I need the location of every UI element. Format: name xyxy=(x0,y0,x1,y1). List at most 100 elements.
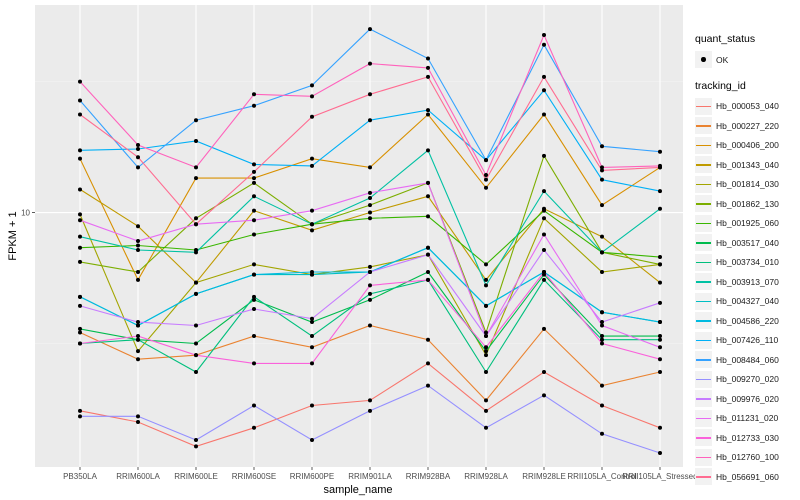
data-point xyxy=(194,118,198,123)
data-point xyxy=(310,361,314,366)
data-point xyxy=(136,146,140,151)
line-key-icon xyxy=(695,429,712,447)
line-key-icon xyxy=(695,234,712,252)
legend-label: Hb_000406_200 xyxy=(716,140,779,151)
data-point xyxy=(78,98,82,103)
data-point xyxy=(484,334,488,339)
data-point xyxy=(484,369,488,374)
data-point xyxy=(368,291,372,296)
data-point xyxy=(78,234,82,239)
legend-label: Hb_000053_040 xyxy=(716,101,779,112)
legend-label: Hb_056691_060 xyxy=(716,471,779,482)
data-point xyxy=(136,414,140,419)
legend-label: Hb_012733_030 xyxy=(716,432,779,443)
data-point xyxy=(194,323,198,328)
data-point xyxy=(252,403,256,408)
data-point xyxy=(600,203,604,208)
data-point xyxy=(368,398,372,403)
data-point xyxy=(484,349,488,354)
legend-items: Hb_000053_040 Hb_000227_220 Hb_000406_200 H… xyxy=(695,97,800,487)
data-point xyxy=(658,345,662,350)
data-point xyxy=(136,277,140,282)
data-point xyxy=(368,165,372,170)
data-point xyxy=(78,408,82,413)
data-point xyxy=(658,300,662,305)
data-point xyxy=(426,337,430,342)
data-point xyxy=(484,177,488,182)
data-point xyxy=(78,148,82,153)
data-point xyxy=(136,142,140,147)
data-point xyxy=(368,297,372,302)
data-point xyxy=(542,248,546,253)
data-point xyxy=(78,259,82,264)
legend-label: Hb_001925_060 xyxy=(716,218,779,229)
legend-item: Hb_000053_040 xyxy=(695,97,800,117)
data-point xyxy=(600,431,604,436)
line-key-icon xyxy=(695,117,712,135)
data-point xyxy=(658,262,662,267)
data-point xyxy=(484,425,488,430)
data-point xyxy=(542,269,546,274)
data-point xyxy=(368,264,372,269)
line-key-icon xyxy=(695,195,712,213)
data-point xyxy=(542,232,546,237)
data-point xyxy=(658,280,662,285)
data-point xyxy=(194,291,198,296)
data-point xyxy=(78,326,82,331)
data-point xyxy=(310,320,314,325)
legend: quant_status OK tracking_id Hb_000053_04… xyxy=(695,33,800,487)
line-key-icon xyxy=(695,156,712,174)
x-tick-label: RRIM928LE xyxy=(522,472,566,481)
legend-label: Hb_004327_040 xyxy=(716,296,779,307)
y-axis-title: FPKM + 1 xyxy=(7,211,19,260)
data-point xyxy=(484,185,488,190)
data-point xyxy=(136,323,140,328)
legend-item: Hb_003913_070 xyxy=(695,272,800,292)
data-point xyxy=(136,337,140,342)
data-point xyxy=(252,169,256,174)
legend-title-tracking-id: tracking_id xyxy=(695,79,746,92)
data-point xyxy=(310,334,314,339)
data-point xyxy=(600,320,604,325)
data-point xyxy=(484,330,488,335)
point-key-icon xyxy=(695,51,712,69)
data-point xyxy=(542,88,546,93)
line-key-icon xyxy=(695,175,712,193)
data-point xyxy=(252,218,256,223)
data-point xyxy=(368,195,372,200)
data-point xyxy=(658,369,662,374)
legend-item: Hb_001814_030 xyxy=(695,175,800,195)
line-key-icon xyxy=(695,273,712,291)
data-point xyxy=(484,303,488,308)
data-point xyxy=(78,245,82,250)
x-tick-label: RRIM600LA xyxy=(116,472,160,481)
data-point xyxy=(600,144,604,149)
data-point xyxy=(542,277,546,282)
legend-label: Hb_009270_020 xyxy=(716,374,779,385)
data-point xyxy=(310,403,314,408)
data-point xyxy=(658,255,662,260)
line-key-icon xyxy=(695,448,712,466)
data-point xyxy=(78,218,82,223)
data-point xyxy=(542,189,546,194)
data-point xyxy=(310,114,314,119)
data-point xyxy=(310,94,314,99)
data-point xyxy=(368,61,372,66)
data-point xyxy=(426,148,430,153)
data-point xyxy=(600,234,604,239)
data-point xyxy=(426,112,430,117)
data-point xyxy=(368,269,372,274)
data-point xyxy=(484,158,488,163)
line-key-icon xyxy=(695,136,712,154)
y-tick-label: 10 xyxy=(21,209,30,218)
data-point xyxy=(600,177,604,182)
line-key-icon xyxy=(695,351,712,369)
legend-label: Hb_011231_020 xyxy=(716,413,779,424)
x-tick-label: RRII105LA_Control xyxy=(567,472,637,481)
legend-label: Hb_001343_040 xyxy=(716,159,779,170)
data-point xyxy=(78,212,82,217)
data-point xyxy=(484,283,488,288)
data-point xyxy=(368,203,372,208)
data-point xyxy=(426,194,430,199)
